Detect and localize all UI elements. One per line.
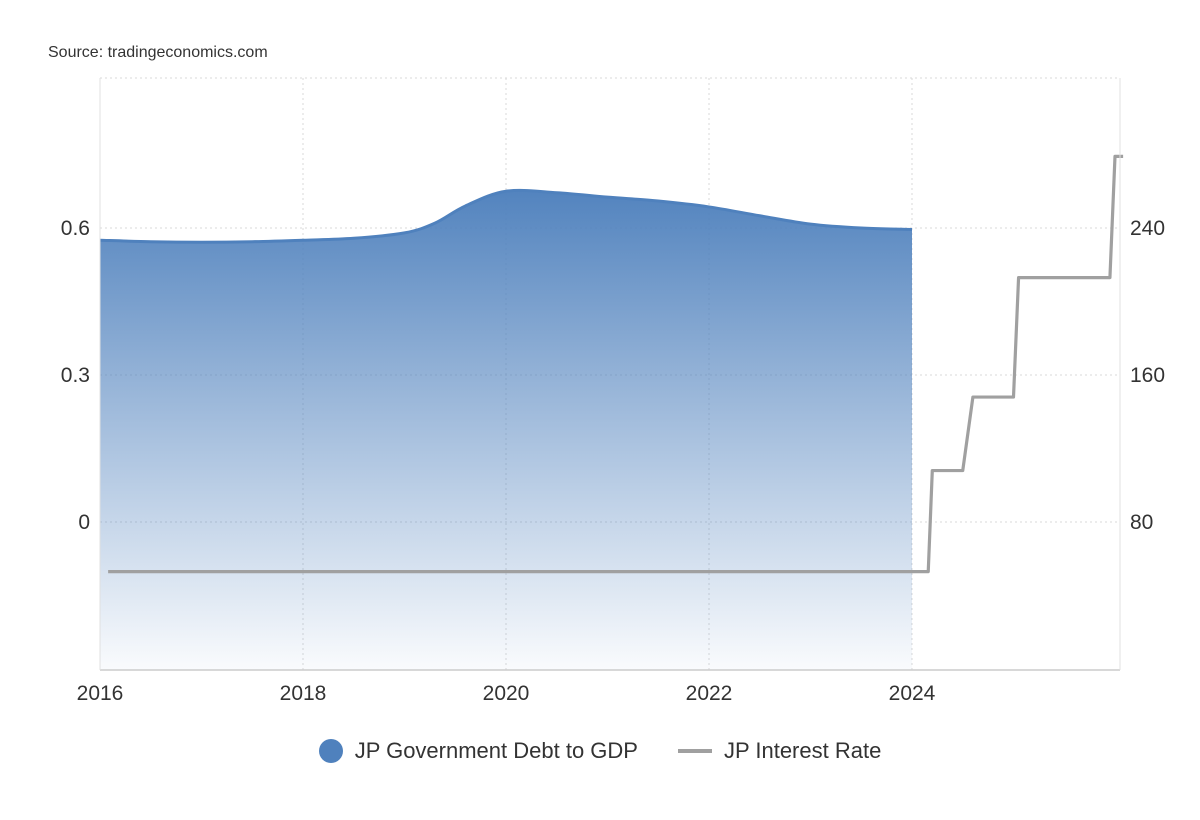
- source-label: Source: tradingeconomics.com: [48, 44, 268, 61]
- legend-item-debt[interactable]: JP Government Debt to GDP: [318, 738, 638, 764]
- x-tick-label: 2020: [483, 682, 530, 705]
- y-right-tick-label: 160: [1130, 364, 1165, 387]
- rate-line-layer: [108, 154, 1124, 574]
- x-tick-label: 2018: [280, 682, 327, 705]
- y-right-tick-label: 80: [1130, 511, 1153, 534]
- legend: JP Government Debt to GDP JP Interest Ra…: [0, 738, 1200, 764]
- legend-item-rate[interactable]: JP Interest Rate: [677, 738, 882, 764]
- y-right-tick-label: 240: [1130, 217, 1165, 240]
- y-left-tick-label: 0.3: [61, 364, 90, 387]
- debt-area-layer: [99, 188, 913, 670]
- x-tick-label: 2024: [889, 682, 936, 705]
- legend-debt-label: JP Government Debt to GDP: [354, 738, 638, 763]
- debt-area-line: [99, 188, 913, 244]
- tick-labels: 2016 2018 2020 2022 2024 0.6 0.3 0 240 160 80: [61, 217, 1165, 705]
- x-tick-label: 2016: [77, 682, 124, 705]
- y-left-tick-label: 0: [78, 511, 90, 534]
- legend-debt-marker: [318, 739, 343, 763]
- rate-line: [108, 154, 1124, 574]
- legend-rate-label: JP Interest Rate: [723, 738, 882, 763]
- debt-area-fill: [100, 190, 912, 670]
- x-tick-label: 2022: [686, 682, 733, 705]
- axes: [99, 78, 1121, 671]
- legend-rate-marker: [677, 749, 712, 753]
- y-left-tick-label: 0.6: [61, 217, 90, 240]
